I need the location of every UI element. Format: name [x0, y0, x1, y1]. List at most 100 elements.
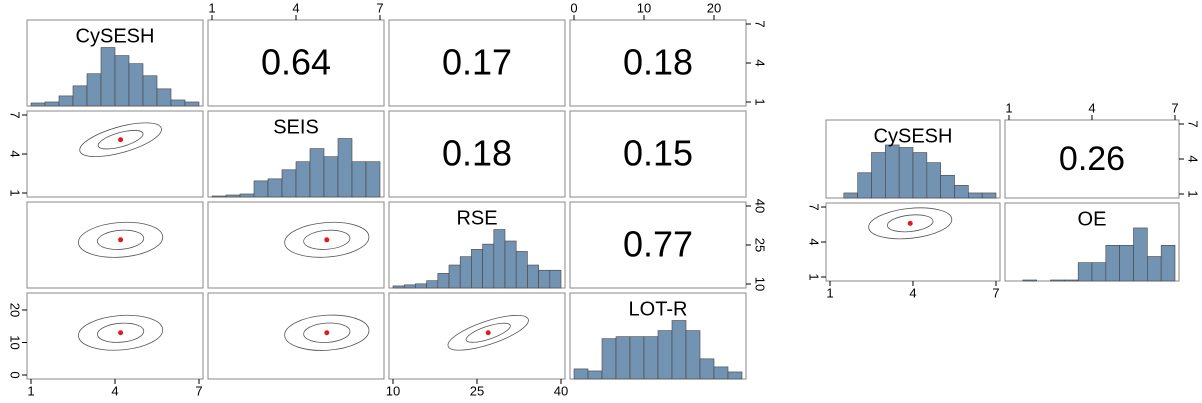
hist-bar [1160, 245, 1176, 282]
correlation: 0.77 [623, 224, 693, 265]
y-tick-label: 1 [753, 98, 768, 105]
density-ellipse [284, 221, 370, 258]
y-tick-label: 7 [8, 111, 23, 118]
panel-frame [569, 110, 747, 198]
x-tick-label: 4 [909, 285, 916, 300]
hist-bar [587, 370, 603, 380]
x-tick-label: 10 [637, 0, 651, 15]
y-tick-label: 1 [1186, 190, 1201, 197]
x-tick-label: 7 [376, 0, 383, 15]
hist-bar [295, 161, 311, 198]
x-tick-label: 40 [554, 383, 568, 398]
hist-bar [885, 144, 900, 199]
hist-bar [1077, 262, 1093, 282]
hist-bar [426, 280, 439, 289]
hist-bar [1022, 279, 1037, 282]
hist-bar [601, 338, 617, 380]
hist-bar [482, 243, 495, 289]
hist-bar [403, 284, 416, 289]
hist-bar [142, 75, 158, 107]
hist-bar [504, 240, 517, 289]
y-tick-label: 0 [8, 371, 23, 378]
hist-bar [211, 195, 227, 198]
x-tick-label: 7 [992, 285, 999, 300]
hist-bar [239, 193, 255, 198]
variable-name: CySESH [874, 125, 953, 147]
hist-bar [225, 194, 241, 198]
hist-bar [281, 169, 297, 198]
hist-bar [30, 102, 46, 107]
density-ellipse [78, 314, 164, 351]
density-ellipse [79, 122, 162, 157]
x-tick-label: 4 [111, 383, 118, 398]
mean-point [324, 330, 330, 336]
hist-bar [114, 55, 130, 107]
y-tick-label: 7 [753, 20, 768, 27]
hist-bar [671, 320, 687, 380]
hist-bar [685, 330, 701, 380]
x-tick-label: 20 [707, 0, 721, 15]
hist-bar [1091, 262, 1107, 282]
correlation: 0.26 [1059, 140, 1125, 178]
panel-frame [26, 201, 204, 289]
hist-bar [100, 47, 116, 107]
hist-bar [857, 172, 872, 199]
y-tick-label: 4 [807, 238, 822, 245]
mean-point [118, 330, 124, 336]
hist-bar [527, 264, 539, 289]
correlation: 0.64 [261, 42, 331, 83]
y-tick-label: 10 [753, 277, 768, 291]
correlation: 0.18 [442, 133, 512, 174]
hist-bar [727, 371, 743, 380]
variable-name: RSE [456, 207, 497, 229]
hist-bar [365, 161, 381, 198]
hist-bar [351, 161, 367, 198]
x-tick-label: 1 [208, 0, 215, 15]
hist-bar [253, 180, 269, 198]
density-ellipse [868, 207, 953, 240]
mean-point [118, 137, 124, 143]
pairs-panel: CySESH 0.64 0.17 0.18 SEIS 0.18 0.15 RSE 0.77 LOT… [8, 0, 768, 398]
hist-bar [968, 192, 983, 199]
hist-bar [1064, 279, 1079, 282]
y-tick-label: 10 [8, 335, 23, 349]
panel-frame [26, 292, 204, 380]
density-ellipse [886, 214, 934, 233]
hist-bar [267, 178, 283, 198]
hist-bar [954, 185, 969, 199]
x-tick-label: 7 [195, 383, 202, 398]
hist-bar [459, 256, 472, 289]
density-ellipse [97, 130, 144, 150]
panel-frame [388, 110, 566, 198]
x-tick-label: 4 [292, 0, 299, 15]
hist-bar [981, 192, 997, 199]
density-ellipse [97, 229, 145, 250]
hist-bar [643, 336, 659, 380]
hist-bar [1050, 279, 1065, 282]
density-ellipse [465, 322, 511, 343]
hist-bar [128, 63, 144, 107]
x-tick-label: 1 [27, 383, 34, 398]
hist-bar [184, 101, 200, 107]
hist-bar [493, 229, 506, 289]
hist-bar [926, 162, 941, 199]
mean-point [118, 237, 124, 243]
y-tick-label: 25 [753, 238, 768, 252]
variable-name: OE [1078, 208, 1107, 230]
x-tick-label: 25 [470, 383, 484, 398]
hist-bar [699, 358, 715, 380]
mean-point [907, 220, 913, 226]
density-ellipse [97, 322, 145, 343]
hist-bar [549, 269, 562, 289]
hist-bar [515, 251, 528, 289]
mean-point [485, 330, 491, 336]
x-tick-label: 0 [570, 0, 577, 15]
hist-bar [615, 336, 631, 380]
x-tick-label: 4 [1088, 100, 1095, 115]
y-tick-label: 4 [1186, 155, 1201, 162]
x-tick-label: 7 [1171, 100, 1178, 115]
correlation: 0.15 [623, 133, 693, 174]
hist-bar [657, 330, 673, 380]
